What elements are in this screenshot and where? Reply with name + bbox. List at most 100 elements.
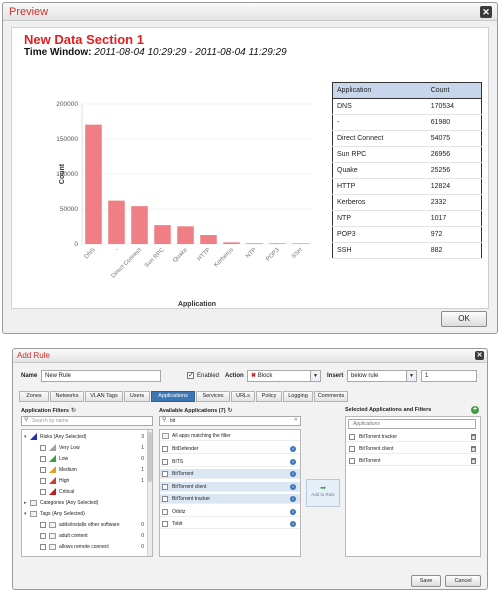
tab-policy[interactable]: Policy — [256, 391, 282, 402]
list-item[interactable]: BITS i — [160, 457, 300, 467]
tab-users[interactable]: Users — [124, 391, 150, 402]
preview-titlebar[interactable]: Preview ✕ — [3, 3, 497, 21]
count-cell: 12824 — [426, 178, 482, 195]
list-item[interactable]: BitTorrent client i — [160, 481, 300, 492]
list-item[interactable]: BitTorrent — [346, 456, 480, 466]
info-icon[interactable]: i — [290, 471, 296, 477]
info-icon[interactable]: i — [290, 483, 296, 490]
filters-search-input[interactable]: ⚲ Search by name — [21, 416, 153, 426]
count-cell: 972 — [426, 226, 482, 243]
filter-checkbox[interactable] — [40, 489, 46, 495]
tab-services[interactable]: Services — [196, 391, 230, 402]
chevron-down-icon[interactable]: ▼ — [310, 371, 320, 381]
info-icon[interactable]: i — [290, 446, 296, 452]
filter-item[interactable]: adult content 0 — [22, 531, 152, 541]
info-icon[interactable]: i — [290, 496, 296, 502]
collapse-arrow-icon[interactable]: ▾ — [24, 434, 27, 440]
tab-comments[interactable]: Comments — [314, 391, 348, 402]
table-row: NTP 1017 — [332, 210, 482, 227]
section-title: New Data Section 1 — [24, 32, 144, 47]
trash-icon[interactable] — [471, 434, 476, 440]
list-item[interactable]: BitDefender i — [160, 444, 300, 454]
filter-checkbox[interactable] — [40, 445, 46, 451]
info-icon[interactable]: i — [290, 521, 296, 527]
filter-label: Tags (Any Selected) — [40, 511, 85, 517]
filter-item[interactable]: High 1 — [22, 476, 152, 486]
trash-icon[interactable] — [471, 446, 476, 452]
tab-urls[interactable]: URLs — [231, 391, 255, 402]
insert-number-field[interactable]: 1 — [421, 370, 477, 382]
filter-item[interactable]: Very Low 1 — [22, 443, 152, 453]
filter-item[interactable]: Critical — [22, 487, 152, 497]
add-filter-icon[interactable]: + — [471, 406, 479, 414]
filter-label: Risks (Any Selected) — [40, 434, 87, 440]
filters-scroll-thumb[interactable] — [147, 432, 152, 482]
clear-search-icon[interactable]: ✕ — [293, 417, 298, 423]
list-item[interactable]: BitTorrent tracker i — [160, 494, 300, 504]
bar-chart: 0 50000 100000 150000 200000 DNS -Direct Conne… — [56, 101, 312, 308]
filter-label: High — [59, 478, 70, 484]
add-to-rule-button[interactable]: ➡ Add to Rule — [306, 479, 340, 507]
x-tick-label: Direct Connect — [111, 247, 144, 280]
info-icon[interactable]: i — [290, 458, 296, 465]
filter-checkbox[interactable] — [40, 522, 46, 528]
add-rule-titlebar[interactable]: Add Rule ✕ — [13, 349, 487, 363]
list-item[interactable]: BitTorrent client — [346, 444, 480, 454]
filter-checkbox[interactable] — [40, 478, 46, 484]
chevron-down-icon[interactable]: ▼ — [406, 371, 416, 381]
application-count-table: Application Count DNS 170534-61980 Direct … — [332, 82, 482, 259]
filter-item[interactable]: ▸ Categories (Any Selected) — [22, 498, 152, 508]
table-row: DNS 170534 — [332, 98, 482, 115]
application-cell: HTTP — [332, 178, 427, 195]
available-search-value: bit — [170, 418, 176, 424]
list-item[interactable]: BitTorrent tracker — [346, 432, 480, 442]
close-icon[interactable]: ✕ — [480, 6, 492, 18]
available-search-input[interactable]: ⚲ bit ✕ — [159, 416, 301, 426]
filters-scrollbar[interactable] — [147, 430, 152, 556]
enabled-checkbox[interactable] — [187, 371, 194, 379]
list-item[interactable]: Orbitz i — [160, 507, 300, 517]
tab-applications[interactable]: Applications — [151, 391, 195, 402]
app-icon — [162, 458, 168, 465]
filter-item[interactable]: ▾ Risks (Any Selected) 3 — [22, 432, 152, 442]
filter-item[interactable]: ▾ Tags (Any Selected) — [22, 509, 152, 519]
list-item[interactable]: BitTorrent i — [160, 469, 300, 479]
insert-select[interactable]: below rule ▼ — [347, 370, 417, 382]
collapse-arrow-icon[interactable]: ▾ — [24, 511, 27, 517]
filter-checkbox[interactable] — [40, 456, 46, 462]
filter-count: 3 — [141, 434, 144, 440]
tab-zones[interactable]: Zones — [19, 391, 49, 402]
filter-checkbox[interactable] — [40, 533, 46, 539]
expand-arrow-icon[interactable]: ▸ — [24, 500, 27, 506]
filter-item[interactable]: Low 0 — [22, 454, 152, 464]
count-cell: 61980 — [426, 114, 482, 131]
filter-item[interactable]: adds/installs other software 0 — [22, 520, 152, 530]
filter-label: allows remote connect — [59, 544, 109, 550]
name-field[interactable]: New Rule — [41, 370, 161, 382]
insert-label: Insert — [327, 373, 344, 379]
refresh-icon[interactable]: ↻ — [70, 408, 77, 414]
filters-list: ▾ Risks (Any Selected) 3 Very Low 1 Low 0 Mediu… — [21, 429, 153, 557]
trash-icon[interactable] — [471, 458, 476, 464]
app-icon — [162, 471, 168, 477]
action-select[interactable]: ✖ Block ▼ — [247, 370, 321, 382]
all-apps-item[interactable]: All apps matching the filter — [160, 431, 300, 441]
cancel-button[interactable]: Cancel — [445, 575, 481, 587]
info-icon[interactable]: i — [290, 508, 296, 515]
filter-item[interactable]: allows remote connect 0 — [22, 542, 152, 552]
tag-icon — [49, 522, 56, 528]
tab-networks[interactable]: Networks — [50, 391, 84, 402]
tag-icon — [49, 544, 56, 550]
tab-vlan-tags[interactable]: VLAN Tags — [85, 391, 123, 402]
save-button[interactable]: Save — [411, 575, 441, 587]
filter-checkbox[interactable] — [40, 467, 46, 473]
filter-checkbox[interactable] — [40, 544, 46, 550]
filter-item[interactable]: Medium 1 — [22, 465, 152, 475]
refresh-icon[interactable]: ↻ — [227, 408, 233, 414]
list-item[interactable]: Tobit i — [160, 519, 300, 529]
close-icon[interactable]: ✕ — [475, 351, 484, 360]
ok-button[interactable]: OK — [441, 311, 487, 327]
tab-logging[interactable]: Logging — [283, 391, 313, 402]
risk-level-icon — [49, 444, 56, 451]
tag-icon — [49, 533, 56, 539]
